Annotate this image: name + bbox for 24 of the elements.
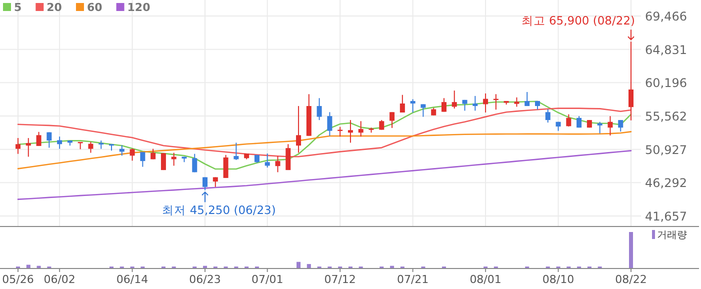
- y-tick-label: 55,562: [645, 110, 687, 124]
- x-tick-label: 06/14: [116, 273, 148, 286]
- y-tick-label: 60,196: [645, 76, 687, 90]
- legend-label: 60: [86, 1, 103, 14]
- annotation: 최고 65,900 (08/22): [521, 14, 635, 28]
- y-tick-label: 50,927: [645, 142, 687, 157]
- y-tick-label: 64,831: [645, 42, 687, 57]
- y-tick-label: 69,466: [645, 10, 687, 24]
- x-tick-label: 08/01: [470, 273, 502, 286]
- x-tick-label: 08/10: [542, 273, 574, 286]
- annotation: 최저 45,250 (06/23): [162, 203, 276, 218]
- legend-label: 5: [14, 1, 22, 14]
- x-tick-label: 06/02: [44, 273, 76, 286]
- legend-label: 20: [46, 1, 62, 14]
- x-tick-label: 07/12: [324, 273, 356, 286]
- x-tick-label: 05/26: [2, 273, 34, 286]
- x-tick-label: 07/01: [252, 273, 284, 286]
- legend: 거래량: [652, 230, 687, 241]
- legend-label: 120: [127, 1, 151, 14]
- y-tick-label: 41,657: [645, 210, 687, 224]
- x-tick-label: 06/23: [189, 273, 221, 286]
- x-tick-label: 08/22: [615, 273, 647, 286]
- x-tick-label: 07/21: [396, 273, 429, 286]
- y-tick-label: 46,292: [645, 176, 687, 190]
